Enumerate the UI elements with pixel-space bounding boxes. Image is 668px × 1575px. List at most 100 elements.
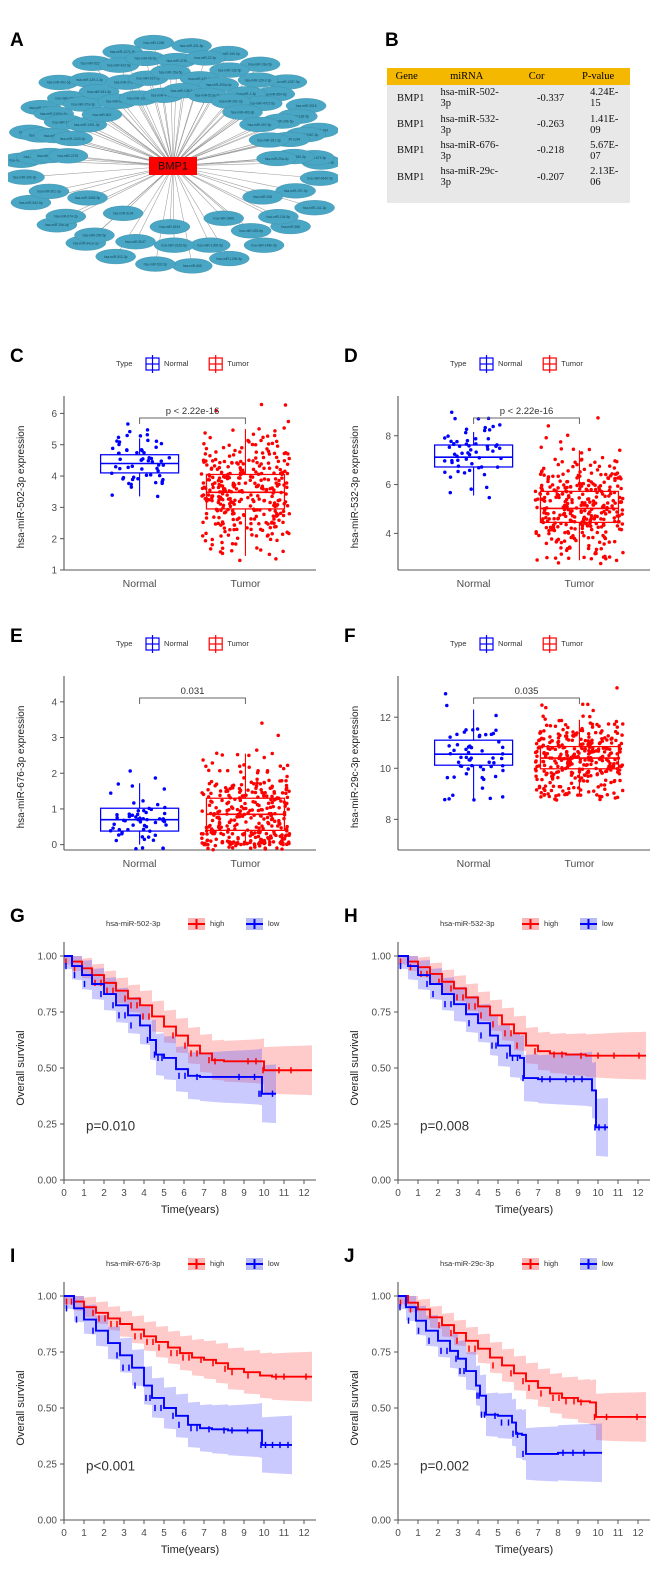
network-edge (138, 97, 174, 167)
x-tick-label: 6 (515, 1188, 521, 1199)
network-node[interactable]: hsa-miR-942-5p (10, 194, 52, 211)
data-point (607, 464, 612, 468)
network-node[interactable]: hsa-miR-502-3p (95, 248, 136, 265)
network-node[interactable]: hsa-miR-194-5p (258, 209, 299, 225)
data-point (566, 531, 571, 535)
y-tick-label: 4 (51, 697, 57, 708)
network-node[interactable]: hsa-miR-197-3p (275, 183, 316, 199)
network-node[interactable]: hsa-miR-493-3p (222, 104, 263, 120)
data-point (618, 778, 622, 783)
data-point (211, 485, 215, 490)
data-point (575, 731, 579, 735)
legend-item-Tumor[interactable]: Tumor (208, 355, 249, 373)
network-node[interactable]: hsa-miR-4640-5p (299, 170, 338, 186)
data-point (580, 492, 585, 497)
legend-item-low[interactable]: low (246, 1258, 280, 1270)
network-node[interactable]: hsa-miR-1343-3p (52, 130, 93, 147)
panel-letter: G (10, 906, 25, 927)
network-node[interactable]: hsa-miR-129-2-3p (237, 72, 279, 88)
legend-item-Tumor[interactable]: Tumor (542, 355, 583, 373)
data-point (274, 833, 278, 838)
data-point (260, 824, 264, 828)
network-node[interactable]: hsa-miR-3909 (203, 210, 244, 226)
network-node[interactable]: hsa-miR-665 (172, 258, 213, 274)
data-point (253, 481, 257, 485)
data-point (219, 831, 223, 836)
legend-title: hsa-miR-676-3p (106, 1259, 160, 1268)
network-node-label: hsa-miR-642a-5p (73, 241, 99, 245)
data-point (244, 806, 248, 811)
data-point (475, 727, 480, 731)
survival-legend: hsa-miR-502-3p high low (106, 918, 280, 930)
network-node[interactable]: hsa-miR-1296-5p (209, 250, 250, 267)
network-node[interactable]: hsa-miR-361-3p (248, 132, 290, 148)
x-tick-label: 3 (121, 1188, 127, 1199)
network-node[interactable]: hsa-miR-15a-5p (150, 64, 191, 80)
network-node[interactable]: hsa-miR-5104 (102, 205, 144, 221)
data-point (613, 476, 617, 481)
network-node[interactable]: hsa-miR-802 (81, 106, 123, 123)
data-point (248, 504, 253, 508)
legend-item-high[interactable]: high (188, 1258, 224, 1270)
data-point (601, 533, 605, 538)
network-node[interactable]: hsa-miR-22-3p (185, 50, 226, 66)
data-point (556, 486, 560, 490)
network-node[interactable]: hsa-miR-29b-3p (8, 169, 45, 185)
legend-item-high[interactable]: high (522, 918, 558, 930)
table-col-header-3: P-value (566, 68, 630, 85)
network-node[interactable]: hsa-miR-208 (242, 189, 283, 205)
legend-item-high[interactable]: high (188, 918, 224, 930)
legend-item-high[interactable]: high (522, 1258, 558, 1270)
significance-bracket: p < 2.22e-16 (139, 406, 246, 424)
network-node[interactable]: hsa-miR-148b-3p (243, 237, 285, 253)
table-row: BMP1 hsa-miR-532-3p -0.263 1.41E-09 (387, 111, 630, 137)
legend-item-Tumor[interactable]: Tumor (208, 635, 249, 653)
data-point (218, 789, 223, 793)
legend-item-Tumor[interactable]: Tumor (542, 635, 583, 653)
data-point (595, 468, 600, 472)
network-hub[interactable]: BMP1 (149, 157, 197, 175)
network-node[interactable]: hsa-miR-532-3p (135, 256, 176, 272)
network-node[interactable]: hsa-miR-497-5p (239, 116, 280, 133)
legend-item-Normal[interactable]: Normal (479, 355, 523, 373)
network-node[interactable]: hsa-miR-1266 (133, 34, 175, 51)
network-edge (172, 165, 211, 246)
network-node[interactable]: hsa-miR-3126-5p (153, 237, 195, 253)
data-point (564, 792, 568, 796)
legend-item-Normal[interactable]: Normal (479, 635, 523, 653)
data-point (616, 476, 620, 480)
data-point (118, 457, 122, 461)
network-node[interactable]: hsa-miR-141-3p (294, 200, 335, 216)
network-node[interactable]: hsa-miR-3065-5p (67, 190, 108, 206)
data-point (442, 459, 447, 463)
data-point (474, 450, 478, 454)
network-node[interactable]: hsa-miR-501-3p (28, 183, 70, 199)
legend-item-low[interactable]: low (580, 918, 614, 930)
data-point (591, 789, 596, 793)
legend-item-low[interactable]: low (580, 1258, 614, 1270)
box-group-Tumor (533, 416, 625, 566)
network-node[interactable]: hsa-miR-431-5p (171, 38, 212, 54)
data-point (225, 493, 229, 497)
network-node[interactable]: hsa-miR-339-5p (230, 223, 272, 239)
network-node[interactable]: hsa-miR-1306-5p (190, 237, 231, 253)
network-node[interactable]: hsa-miR-5194 (149, 219, 191, 235)
data-point (541, 714, 545, 718)
network-node[interactable]: hsa-miR-674-3p (45, 208, 87, 225)
legend-item-Normal[interactable]: Normal (145, 635, 189, 653)
data-point (453, 416, 457, 421)
network-node[interactable]: hsa-miR-2278 (47, 148, 89, 164)
legend-item-low[interactable]: low (246, 918, 280, 930)
data-point (262, 512, 266, 517)
legend-item-Normal[interactable]: Normal (145, 355, 189, 373)
network-node[interactable]: hsa-miR-136-5p (209, 62, 250, 78)
data-point (262, 841, 267, 846)
data-point (492, 761, 496, 765)
data-point (231, 453, 236, 457)
network-node-label: hsa-miR-4739 (167, 59, 188, 63)
network-node[interactable]: hsa-miR-5047 (115, 234, 156, 250)
network-node[interactable]: hsa-miR-299-5p (74, 227, 115, 243)
network-node-label: hsa-miR-1-3p (236, 92, 256, 96)
network-node[interactable]: hsa-miR-29a-3p (256, 150, 297, 167)
data-point (227, 835, 231, 840)
